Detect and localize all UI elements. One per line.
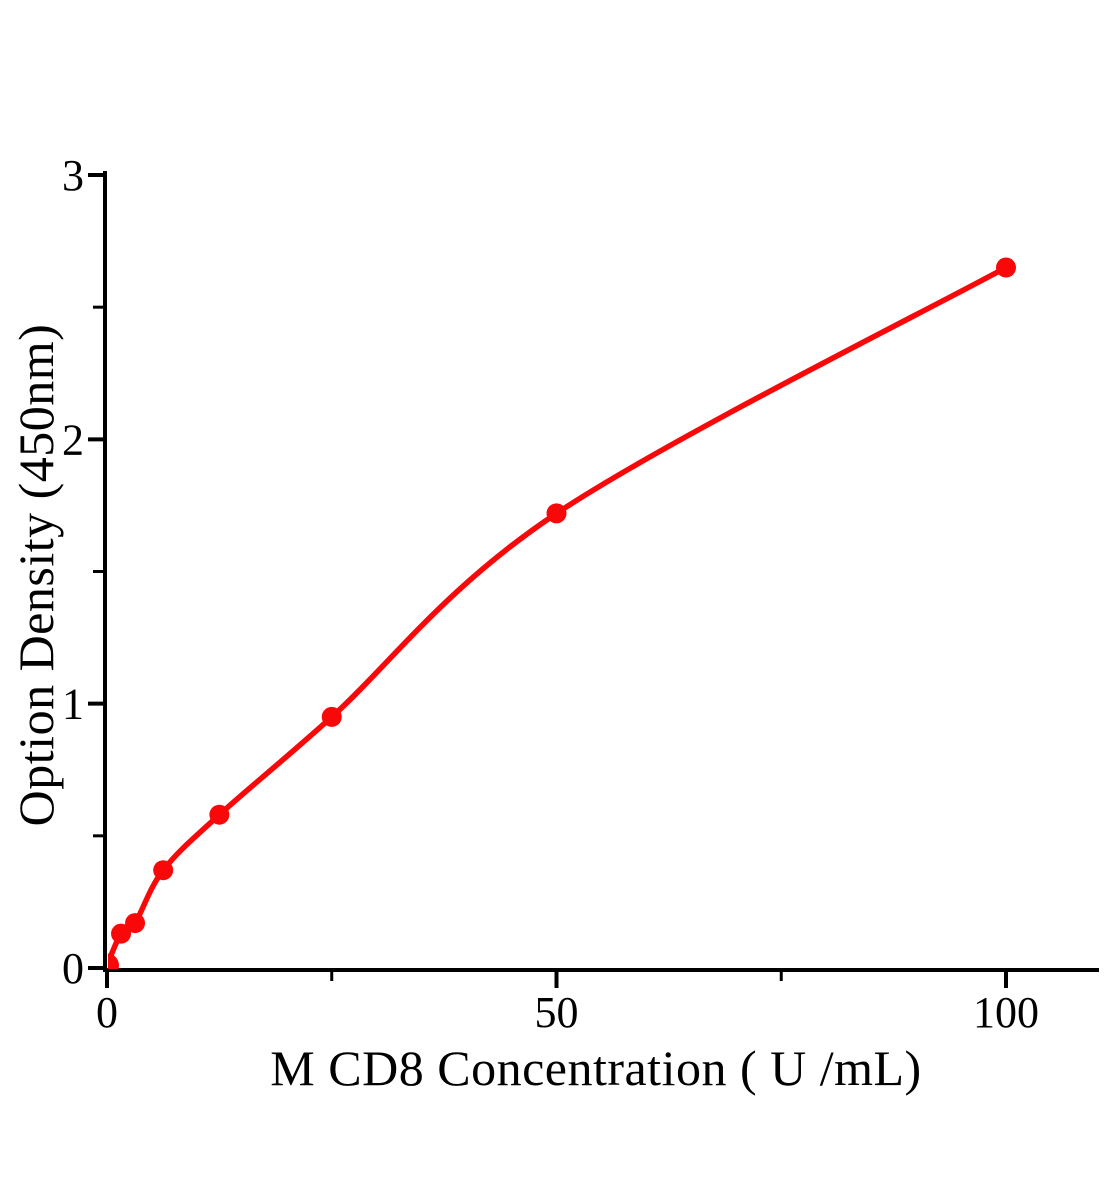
data-point bbox=[209, 804, 230, 825]
y-tick-label: 3 bbox=[62, 151, 84, 200]
data-points-group bbox=[108, 257, 1016, 969]
data-point bbox=[321, 706, 342, 727]
data-point bbox=[125, 913, 146, 934]
data-point bbox=[111, 923, 132, 944]
x-tick-label: 50 bbox=[535, 988, 579, 1037]
data-point bbox=[996, 257, 1016, 278]
y-tick-label: 1 bbox=[62, 680, 84, 729]
y-tick-label: 0 bbox=[62, 944, 84, 993]
y-axis-title: Option Density (450nm) bbox=[8, 323, 64, 827]
y-tick-label: 2 bbox=[62, 415, 84, 464]
x-tick-label: 0 bbox=[96, 988, 118, 1037]
data-point bbox=[546, 503, 567, 524]
fit-curve-line bbox=[108, 264, 1009, 968]
data-point bbox=[153, 860, 174, 881]
data-point bbox=[108, 953, 119, 969]
x-tick-label: 100 bbox=[973, 988, 1039, 1037]
x-axis-title: M CD8 Concentration ( U /mL) bbox=[270, 1040, 922, 1096]
